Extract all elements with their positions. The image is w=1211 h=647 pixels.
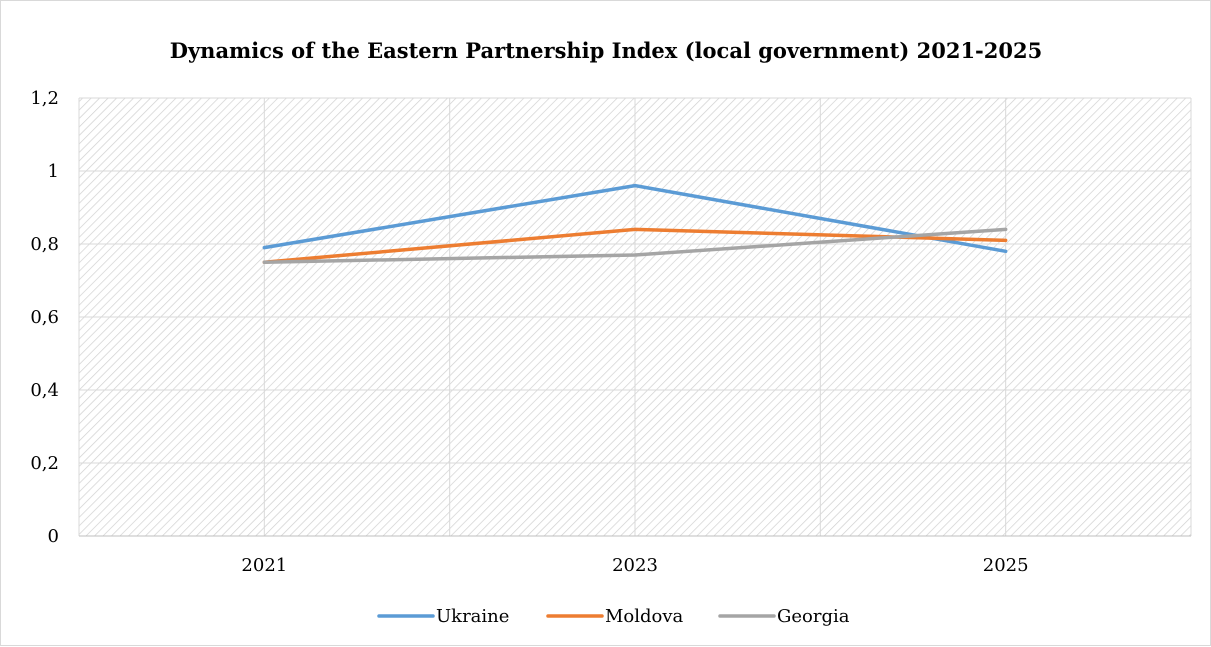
chart-title: Dynamics of the Eastern Partnership Inde… — [170, 38, 1042, 63]
y-tick-label: 1,2 — [30, 88, 59, 109]
grid-lines — [78, 97, 1192, 537]
y-tick-label: 0,6 — [30, 307, 59, 328]
y-tick-label: 0 — [48, 526, 59, 547]
x-tick-label: 2025 — [983, 555, 1029, 576]
x-tick-label: 2021 — [241, 555, 287, 576]
series-lines — [262, 183, 1008, 264]
y-tick-label: 0,4 — [30, 380, 59, 401]
x-tick-label: 2023 — [612, 555, 658, 576]
legend-label-georgia: Georgia — [777, 606, 850, 627]
legend: Ukraine Moldova Georgia — [377, 606, 850, 627]
series-line-georgia — [262, 227, 1008, 264]
y-tick-label: 1 — [48, 161, 59, 182]
legend-label-ukraine: Ukraine — [436, 606, 509, 627]
y-tick-label: 0,2 — [30, 453, 59, 474]
series-line-ukraine — [262, 183, 1008, 254]
legend-label-moldova: Moldova — [605, 606, 684, 627]
axes: 0 0,2 0,4 0,6 0,8 1 1,2 2021 2023 2025 — [30, 88, 1191, 576]
y-tick-label: 0,8 — [30, 234, 59, 255]
